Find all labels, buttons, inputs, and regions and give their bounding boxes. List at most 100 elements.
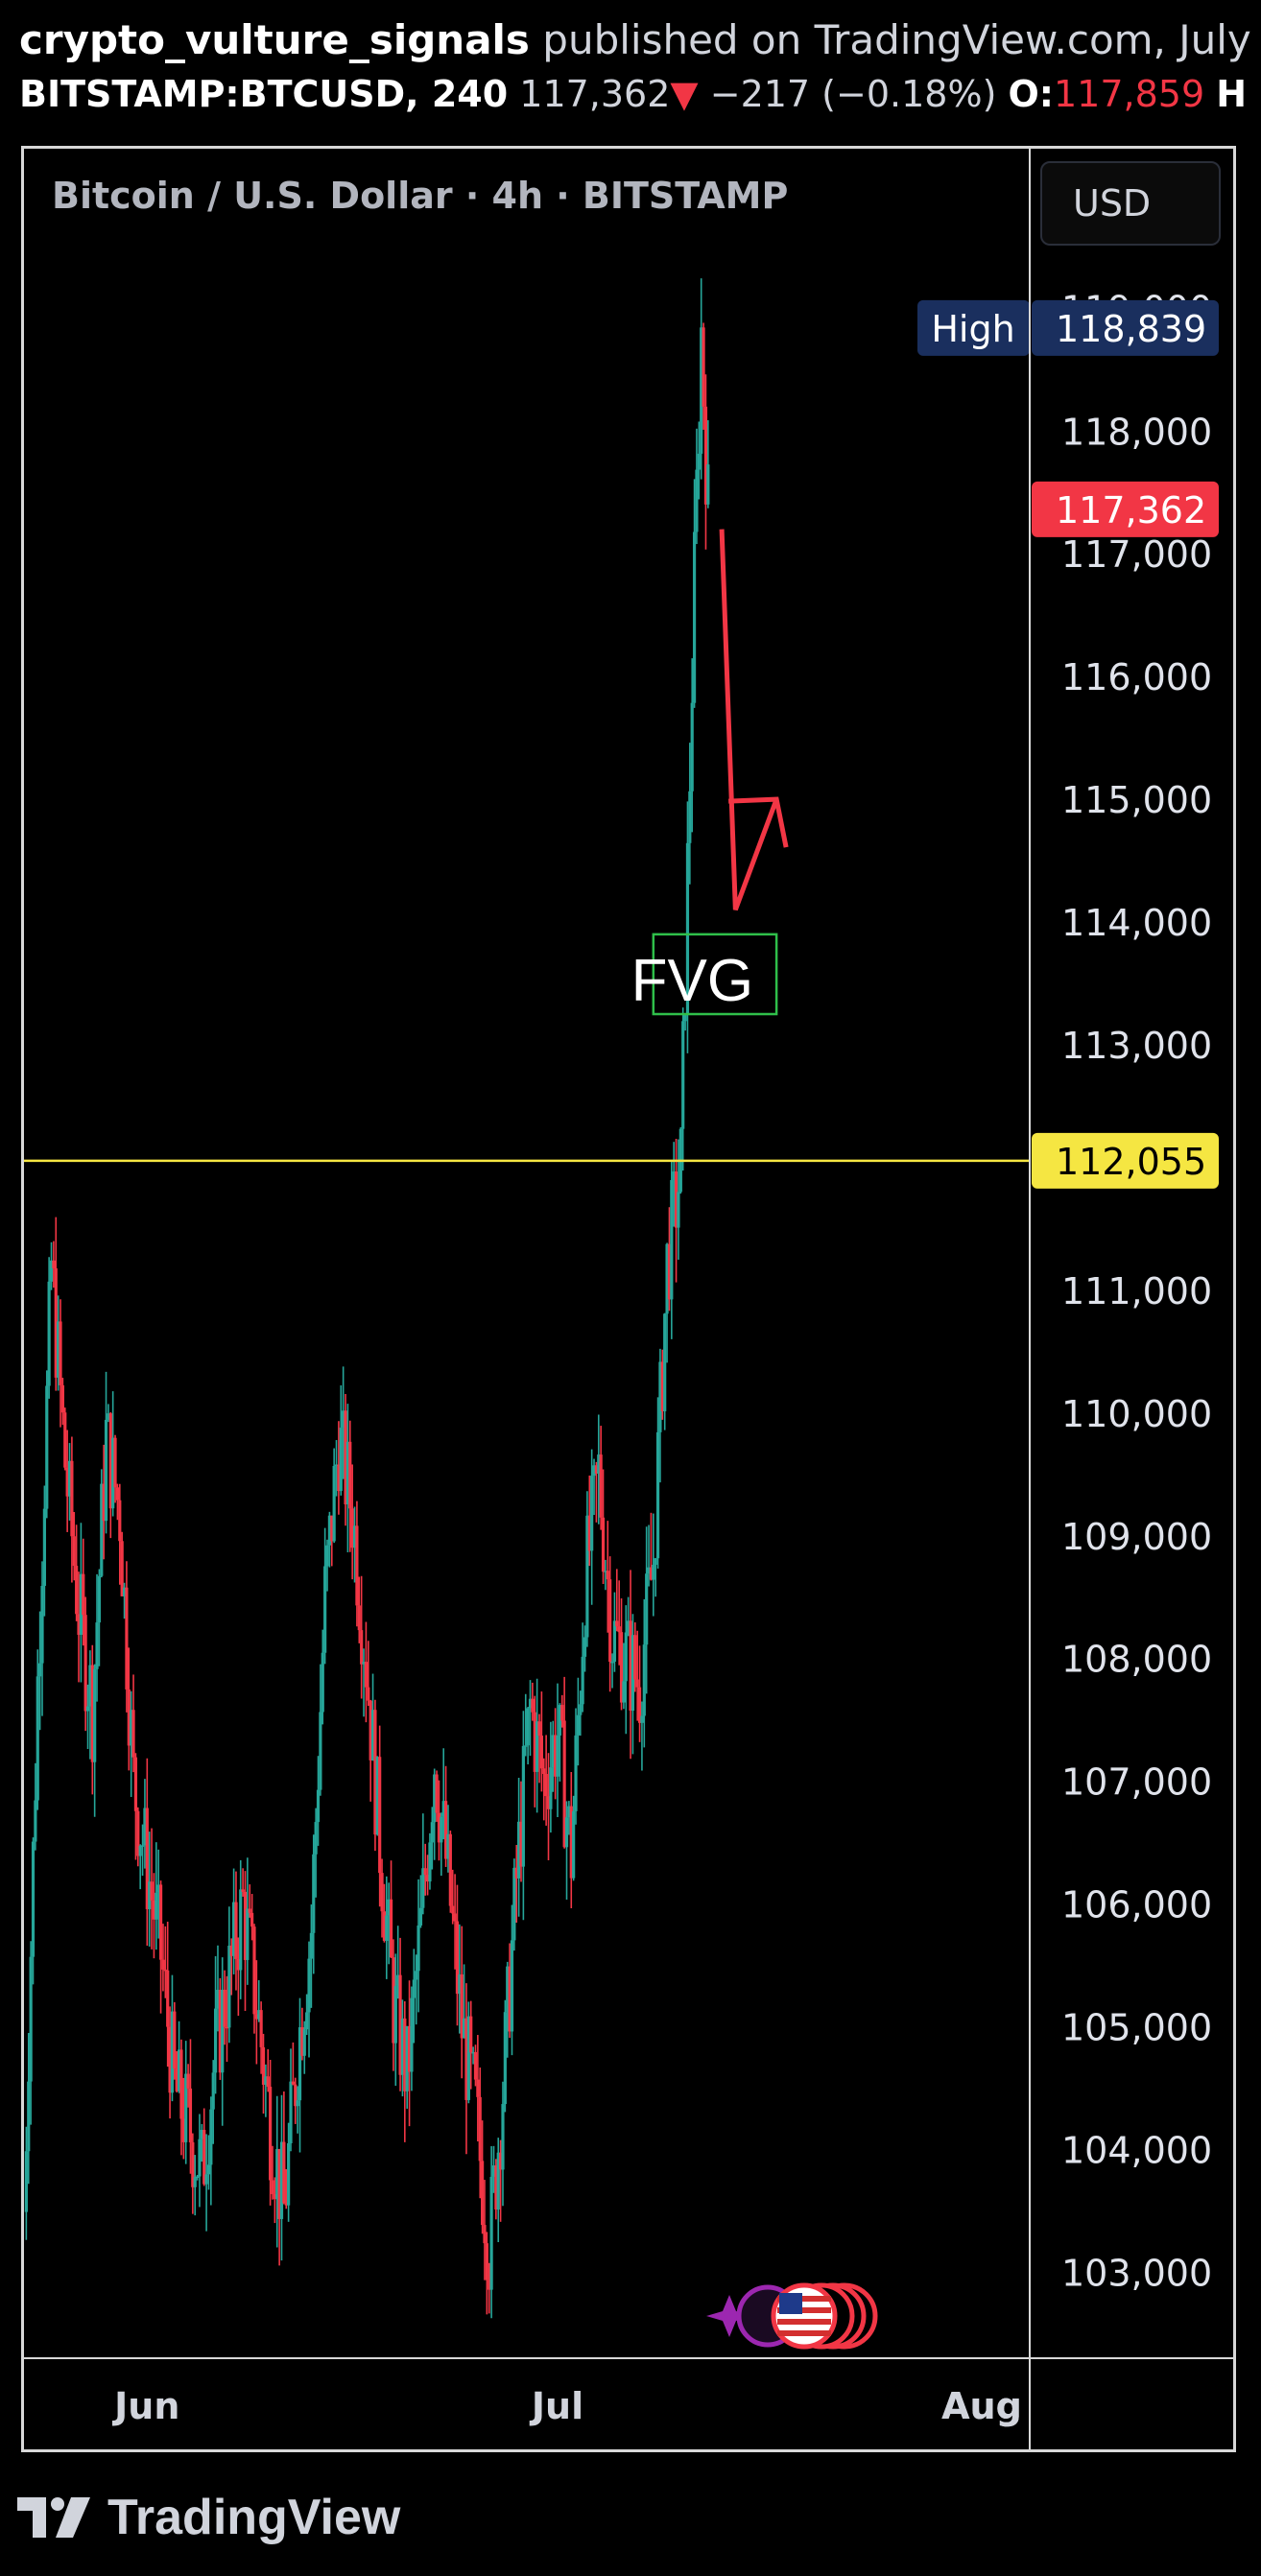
candle: [688, 743, 692, 885]
candle-body: [629, 1620, 632, 1712]
candle: [266, 2048, 270, 2092]
candle: [77, 1572, 81, 1683]
candle-body: [49, 1260, 54, 1282]
candle: [700, 278, 703, 480]
candle: [166, 1922, 170, 2068]
fvg-label: FVG: [631, 948, 753, 1014]
candle-body: [90, 1665, 94, 1762]
candle-body: [433, 1774, 437, 1823]
candle: [148, 1832, 152, 1947]
candle-body: [223, 1989, 226, 2027]
last-price: 117,362: [519, 73, 671, 115]
candle: [287, 2122, 291, 2222]
candle: [658, 1348, 662, 1483]
candle: [339, 1384, 343, 1496]
candle-body: [649, 1567, 654, 1580]
candle-body: [211, 2072, 215, 2110]
candle-body: [622, 1681, 626, 1703]
candle-body: [519, 1821, 523, 1867]
candle: [342, 1366, 345, 1479]
candle-body: [107, 1413, 110, 1420]
candle: [546, 1753, 551, 1861]
chart-legend-title[interactable]: Bitcoin / U.S. Dollar · 4h · BITSTAMP: [52, 175, 789, 217]
candle-body: [549, 1767, 553, 1809]
candle: [501, 2081, 505, 2207]
candle-body: [681, 1021, 685, 1129]
candle-body: [635, 1679, 639, 1688]
candle: [660, 1349, 664, 1420]
candle: [307, 1941, 311, 2058]
candle: [567, 1801, 571, 1835]
candle-body: [314, 1822, 318, 1855]
candle-body: [385, 1915, 389, 1941]
candle-body: [392, 1957, 395, 2044]
candle: [604, 1559, 607, 1591]
candle-body: [47, 1281, 51, 1386]
candle-body: [510, 1940, 514, 2032]
candle: [232, 1868, 236, 1974]
candle-body: [246, 1908, 250, 1960]
candle: [236, 1937, 240, 2017]
candle: [655, 1397, 660, 1570]
publish-line: crypto_vulture_signals published on Trad…: [19, 13, 1261, 67]
author-name[interactable]: crypto_vulture_signals: [19, 16, 530, 63]
candle: [569, 1771, 573, 1908]
overlays-layer: FVG: [24, 529, 1030, 1163]
candle-body: [148, 1881, 152, 1909]
candle: [93, 1664, 97, 1817]
candle-body: [291, 2081, 295, 2085]
candle-body: [448, 1833, 452, 1906]
candle-body: [677, 1192, 680, 1228]
candle-body: [261, 2046, 266, 2085]
candle-body: [539, 1736, 543, 1769]
candle-body: [483, 2225, 487, 2244]
candle: [54, 1217, 58, 1391]
candle: [416, 1879, 420, 2013]
candle-body: [560, 1705, 564, 1721]
candle: [175, 2051, 178, 2092]
tradingview-logo[interactable]: TradingView: [17, 2489, 400, 2546]
candle-body: [97, 1575, 102, 1623]
candle: [615, 1569, 619, 1632]
candle-body: [667, 1243, 672, 1300]
candle: [471, 2046, 475, 2065]
candle-body: [581, 1656, 584, 1705]
candle-body: [166, 1970, 170, 2027]
candle: [466, 2001, 470, 2104]
candle: [499, 2139, 503, 2222]
candle-body: [412, 1979, 416, 1998]
candle: [181, 2077, 185, 2160]
candle: [485, 2232, 488, 2315]
candle-body: [396, 1974, 400, 1986]
candle-body: [466, 2016, 470, 2100]
candle-body: [136, 1810, 140, 1856]
symbol-interval[interactable]: BITSTAMP:BTCUSD, 240: [19, 73, 509, 115]
candle: [425, 1855, 430, 1896]
candle-body: [140, 1845, 145, 1847]
candle: [125, 1561, 129, 1713]
candle-body: [65, 1467, 69, 1497]
candle: [629, 1570, 632, 1760]
candle-body: [120, 1541, 124, 1596]
candle-body: [300, 2027, 304, 2056]
candle: [677, 1139, 680, 1261]
candle-body: [79, 1573, 83, 1635]
candle: [323, 1527, 327, 1665]
currency-button[interactable]: USD: [1040, 161, 1221, 246]
candle-body: [38, 1663, 42, 1677]
candle: [551, 1720, 555, 1792]
candle-body: [373, 1710, 377, 1835]
candle-body: [54, 1267, 58, 1378]
candle: [355, 1501, 359, 1627]
candle-body: [334, 1464, 339, 1466]
candle: [177, 2021, 181, 2093]
candle: [510, 1904, 514, 2056]
candle-body: [473, 2051, 478, 2080]
candle-body: [221, 1989, 225, 2073]
candle: [65, 1430, 69, 1532]
candle-body: [277, 2149, 281, 2219]
candle-body: [282, 2141, 286, 2204]
candle-body: [95, 1622, 99, 1669]
candle-body: [150, 1881, 154, 1901]
